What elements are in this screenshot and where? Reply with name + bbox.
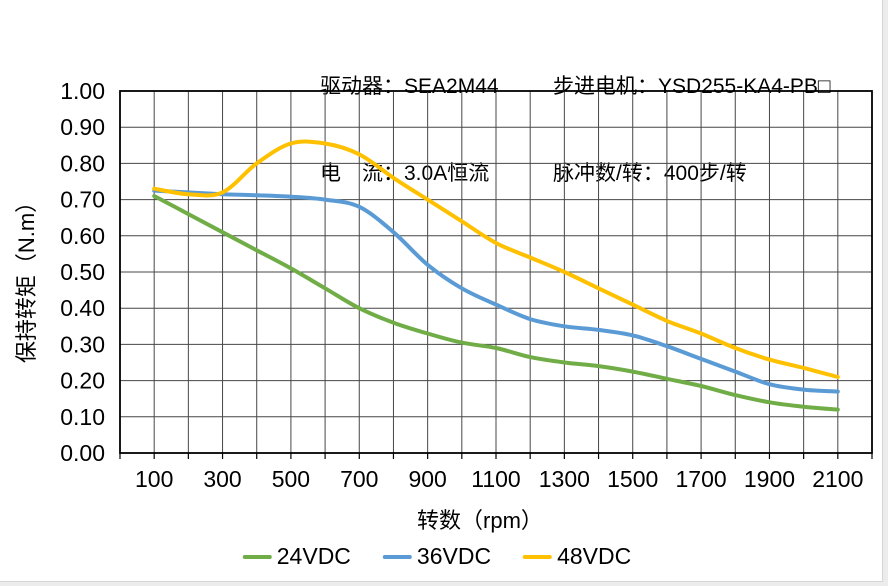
torque-speed-curve-chart: 0.00 0.10 0.20 0.30 0.40 0.50 0.60 0.70 0.80 0.90… bbox=[14, 78, 873, 533]
legend-item-24vdc: 24VDC bbox=[242, 543, 351, 569]
y-tick-label: 1.00 bbox=[60, 78, 105, 104]
motor-info: 步进电机：YSD255-KA4-PB□ bbox=[553, 75, 831, 98]
y-tick-label: 0.70 bbox=[60, 187, 105, 213]
legend-line-swatch bbox=[242, 554, 272, 559]
x-tick-label: 900 bbox=[408, 466, 446, 492]
x-tick-label: 100 bbox=[135, 466, 173, 492]
y-tick-label: 0.20 bbox=[60, 368, 105, 394]
legend-line-swatch bbox=[382, 554, 412, 559]
y-tick-label: 0.40 bbox=[60, 295, 105, 321]
header-right-column: 步进电机：YSD255-KA4-PB□ 脉冲数/转：400步/转 bbox=[553, 14, 831, 246]
x-tick-label: 1500 bbox=[607, 466, 658, 492]
pulses-info: 脉冲数/转：400步/转 bbox=[553, 162, 747, 185]
x-tick-label: 2100 bbox=[812, 466, 863, 492]
legend-item-36vdc: 36VDC bbox=[382, 543, 492, 569]
x-axis-title: 转数（rpm） bbox=[417, 508, 543, 533]
y-tick-label: 0.50 bbox=[60, 259, 105, 285]
y-tick-label: 0.10 bbox=[60, 404, 105, 430]
driver-info: 驱动器：SEA2M44 bbox=[320, 75, 499, 98]
x-tick-label: 300 bbox=[203, 466, 241, 492]
curve-48vdc bbox=[152, 139, 840, 379]
x-tick-label: 700 bbox=[340, 466, 378, 492]
y-tick-label: 0.80 bbox=[60, 150, 105, 176]
legend-label: 24VDC bbox=[276, 543, 351, 569]
y-tick-label: 0.60 bbox=[60, 223, 105, 249]
chart-legend: 24VDC 36VDC 48VDC bbox=[242, 543, 631, 569]
legend-line-swatch bbox=[523, 554, 553, 559]
legend-label: 36VDC bbox=[416, 543, 492, 569]
x-tick-label: 1700 bbox=[676, 466, 727, 492]
y-axis-title: 保持转矩（N.m） bbox=[14, 191, 39, 363]
x-tick-label: 1300 bbox=[539, 466, 590, 492]
legend-label: 48VDC bbox=[557, 543, 632, 569]
curve-24vdc bbox=[152, 194, 840, 412]
legend-item-48vdc: 48VDC bbox=[523, 545, 631, 568]
curve-36vdc bbox=[152, 188, 840, 394]
x-tick-label: 1900 bbox=[744, 466, 795, 492]
x-tick-label: 1100 bbox=[471, 466, 520, 492]
x-tick-label: 500 bbox=[272, 466, 310, 492]
y-tick-label: 0.00 bbox=[60, 440, 105, 466]
y-tick-label: 0.90 bbox=[60, 114, 105, 140]
y-tick-label: 0.30 bbox=[60, 331, 105, 357]
